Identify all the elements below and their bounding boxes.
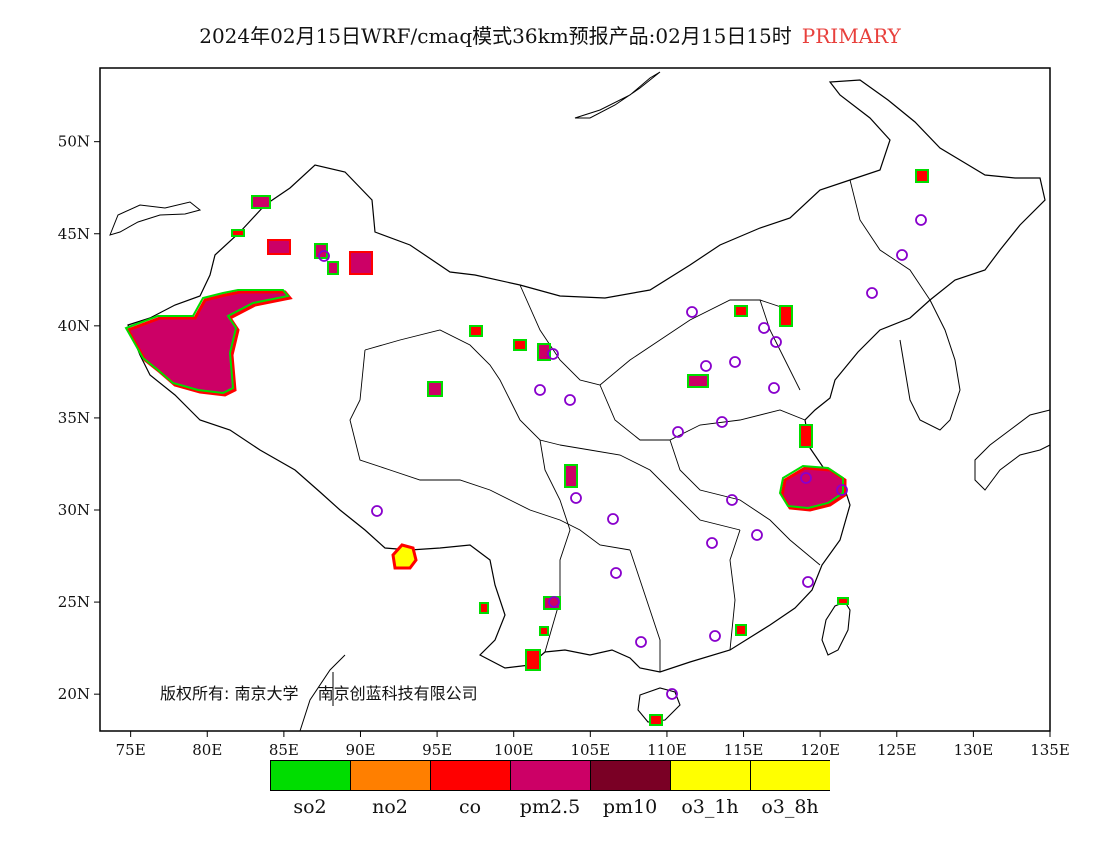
copyright-notice: 版权所有: 南京大学 南京创蓝科技有限公司: [160, 680, 478, 704]
x-tick-label: 80E: [192, 741, 222, 759]
x-tick-label: 135E: [1030, 741, 1070, 759]
y-axis-ticks: 50N 45N 40N 35N 30N 25N 20N: [58, 133, 100, 703]
station-marker: [729, 356, 741, 368]
map-title: 2024年02月15日WRF/cmaq模式36km预报产品:02月15日15时 P…: [0, 20, 1100, 49]
station-marker: [686, 306, 698, 318]
x-tick-label: 90E: [345, 741, 375, 759]
primary-label: PRIMARY: [801, 24, 901, 48]
legend: so2 no2 co pm2.5 pm10 o3_1h o3_8h: [270, 760, 830, 818]
x-tick-label: 120E: [800, 741, 840, 759]
x-tick-label: 125E: [877, 741, 917, 759]
hainan-outline: [637, 687, 681, 723]
coast-north: [574, 71, 661, 119]
legend-label: co: [459, 796, 481, 818]
legend-label: pm10: [603, 796, 657, 818]
copyright-company: 南京创蓝科技有限公司: [317, 684, 478, 703]
taiwan-outline: [821, 601, 851, 656]
station-marker: [915, 214, 927, 226]
map-frame: [99, 67, 1051, 732]
legend-swatch-o3-8h: [750, 760, 830, 791]
copyright-owner: 版权所有: 南京大学: [160, 684, 299, 703]
province-lines: [349, 179, 931, 672]
pollution-patches: [124, 169, 929, 726]
y-tick-label: 40N: [58, 317, 90, 335]
legend-swatch-pm10: [590, 760, 671, 791]
coast-south: [299, 654, 346, 732]
station-marker: [802, 576, 814, 588]
japan-outline: [974, 409, 1051, 491]
legend-label: pm2.5: [520, 796, 580, 818]
station-marker: [706, 537, 718, 549]
x-tick-label: 130E: [954, 741, 994, 759]
legend-swatch-pm2-5: [510, 760, 591, 791]
station-marker: [547, 348, 559, 360]
legend-label: o3_8h: [761, 796, 818, 818]
station-marker: [751, 529, 763, 541]
station-marker: [866, 287, 878, 299]
station-marker: [318, 250, 330, 262]
station-marker: [770, 336, 782, 348]
legend-label: so2: [293, 796, 326, 818]
x-tick-label: 105E: [571, 741, 611, 759]
y-tick-label: 30N: [58, 501, 90, 519]
station-marker: [716, 416, 728, 428]
y-tick-label: 50N: [58, 133, 90, 151]
x-axis-ticks: 75E 80E 85E 90E 95E 100E 105E 110E 115E 120E 125E 1…: [116, 731, 1070, 759]
station-marker: [371, 505, 383, 517]
legend-swatch-o3-1h: [670, 760, 751, 791]
station-marker: [672, 426, 684, 438]
china-boundary: [127, 79, 1046, 673]
station-marker: [800, 472, 812, 484]
station-marker: [768, 382, 780, 394]
station-marker: [564, 394, 576, 406]
y-tick-label: 20N: [58, 685, 90, 703]
station-marker: [700, 360, 712, 372]
x-tick-label: 110E: [647, 741, 687, 759]
station-marker: [635, 636, 647, 648]
x-tick-label: 95E: [422, 741, 452, 759]
y-tick-label: 45N: [58, 225, 90, 243]
station-markers: [318, 214, 927, 700]
x-tick-label: 115E: [724, 741, 764, 759]
station-marker: [666, 688, 678, 700]
station-marker: [709, 630, 721, 642]
station-marker: [836, 484, 848, 496]
x-tick-label: 85E: [269, 741, 299, 759]
y-tick-label: 35N: [58, 409, 90, 427]
map-title-text: 2024年02月15日WRF/cmaq模式36km预报产品:02月15日15时: [199, 24, 792, 48]
lake-outline: [109, 201, 202, 236]
station-marker: [610, 567, 622, 579]
x-tick-label: 100E: [494, 741, 534, 759]
legend-swatch-no2: [350, 760, 431, 791]
legend-label: o3_1h: [681, 796, 738, 818]
legend-label: no2: [372, 796, 408, 818]
station-marker: [570, 492, 582, 504]
station-marker: [726, 494, 738, 506]
x-tick-label: 75E: [116, 741, 146, 759]
station-marker: [607, 513, 619, 525]
legend-swatch-co: [430, 760, 511, 791]
korea-outline: [899, 299, 961, 431]
station-marker: [758, 322, 770, 334]
station-marker: [896, 249, 908, 261]
legend-swatch-so2: [270, 760, 351, 791]
y-tick-label: 25N: [58, 593, 90, 611]
station-marker: [548, 596, 560, 608]
station-marker: [534, 384, 546, 396]
